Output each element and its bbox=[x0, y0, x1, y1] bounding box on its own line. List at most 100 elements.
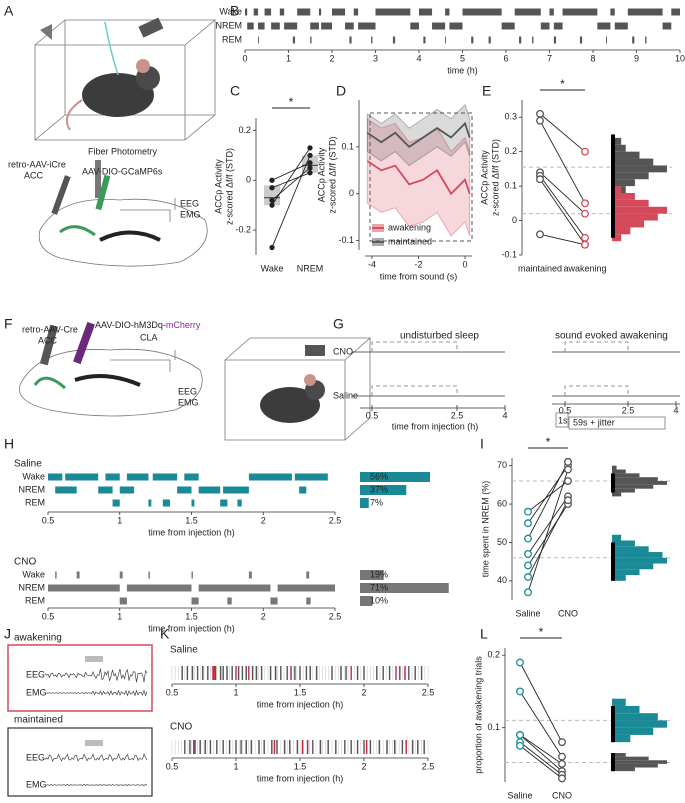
trace bbox=[44, 783, 148, 787]
event bbox=[65, 473, 99, 481]
y-tick-label: 0.1 bbox=[487, 722, 500, 732]
event bbox=[119, 486, 135, 494]
event bbox=[562, 8, 598, 16]
x-tick-label: 1 bbox=[117, 515, 122, 525]
trace bbox=[44, 752, 148, 762]
pair-line bbox=[271, 167, 311, 201]
x-tick-label: 5 bbox=[460, 53, 465, 63]
event bbox=[237, 499, 242, 507]
label: ACC bbox=[24, 170, 44, 180]
x-tick-label: awakening bbox=[563, 263, 606, 273]
event bbox=[48, 584, 120, 592]
histogram-bin bbox=[612, 165, 667, 173]
annotation: * bbox=[539, 625, 544, 639]
pair-line bbox=[527, 480, 569, 513]
y-tick-label: 0.1 bbox=[504, 180, 517, 190]
y-axis-label: proportion of awakening trials bbox=[473, 656, 483, 774]
histogram-bin bbox=[612, 760, 667, 764]
event bbox=[445, 8, 450, 16]
event bbox=[184, 473, 199, 481]
point bbox=[307, 165, 313, 171]
y-tick-label: -0.2 bbox=[235, 224, 251, 234]
sound-bar bbox=[85, 740, 103, 746]
histogram-bin bbox=[612, 767, 635, 772]
panel-title: Saline bbox=[14, 459, 42, 470]
event bbox=[198, 486, 221, 494]
tick-label: 4 bbox=[673, 405, 678, 415]
event bbox=[627, 8, 663, 16]
percent-bar bbox=[360, 498, 369, 508]
diagram-f bbox=[18, 321, 372, 441]
histogram-bin bbox=[612, 206, 667, 214]
event bbox=[98, 486, 113, 494]
panel-letter: D bbox=[336, 83, 346, 99]
y-tick-label: 60 bbox=[497, 498, 507, 508]
histogram-bin bbox=[612, 698, 626, 706]
event bbox=[126, 473, 149, 481]
x-tick-label: 2 bbox=[329, 53, 334, 63]
histogram-bin bbox=[612, 179, 635, 187]
event bbox=[349, 36, 352, 44]
trace bbox=[44, 668, 148, 683]
x-tick-label: 6 bbox=[503, 53, 508, 63]
x-tick-label: 1.5 bbox=[185, 611, 198, 621]
row-label: Wake bbox=[219, 6, 242, 16]
x-tick-label: 0.5 bbox=[42, 611, 55, 621]
event bbox=[371, 36, 373, 44]
y-tick-label: 50 bbox=[497, 537, 507, 547]
point bbox=[536, 175, 544, 184]
point bbox=[307, 145, 313, 151]
x-axis-label: time from sound (s) bbox=[380, 271, 458, 281]
event bbox=[253, 8, 259, 16]
event bbox=[119, 571, 123, 579]
point bbox=[269, 202, 275, 208]
histogram-bin bbox=[612, 575, 626, 581]
y-tick-label: 0 bbox=[512, 215, 517, 225]
histogram-bin bbox=[612, 552, 663, 558]
histogram-bin bbox=[612, 477, 658, 482]
label: EMG bbox=[26, 687, 47, 697]
diagram-g bbox=[352, 341, 680, 430]
tick-label: 0.5 bbox=[366, 410, 379, 420]
histogram-bin bbox=[612, 713, 658, 721]
tick-label: 2.5 bbox=[451, 410, 464, 420]
histogram-bin bbox=[612, 569, 640, 576]
y-tick-label: 0.2 bbox=[504, 146, 517, 156]
label: EEG bbox=[178, 386, 197, 396]
event bbox=[306, 571, 310, 579]
x-tick-label: 0.5 bbox=[166, 761, 179, 771]
pair-line bbox=[519, 662, 563, 743]
point bbox=[536, 109, 544, 118]
x-tick-label: 1.5 bbox=[294, 687, 307, 697]
x-tick-label: 2 bbox=[361, 687, 366, 697]
band bbox=[366, 117, 471, 237]
pair-line bbox=[527, 500, 569, 578]
label: 59s + jitter bbox=[573, 417, 615, 427]
row-label: NREM bbox=[216, 20, 243, 30]
event bbox=[191, 571, 193, 579]
event bbox=[271, 22, 280, 30]
label: sound evoked awakening bbox=[555, 331, 668, 342]
pair-line bbox=[271, 155, 311, 248]
panel-title: Saline bbox=[170, 645, 198, 656]
event bbox=[419, 8, 433, 16]
histogram-bin bbox=[612, 756, 649, 761]
event bbox=[392, 36, 396, 44]
box bbox=[264, 185, 280, 206]
event bbox=[358, 22, 376, 30]
point bbox=[581, 147, 589, 156]
point bbox=[558, 759, 566, 768]
histogram-bin bbox=[612, 220, 645, 228]
event bbox=[270, 597, 278, 605]
pair-line bbox=[539, 120, 586, 204]
histogram-bin bbox=[612, 763, 658, 768]
label: EEG bbox=[26, 669, 45, 679]
pair-line bbox=[519, 734, 563, 765]
point bbox=[581, 199, 589, 208]
x-tick-label: CNO bbox=[552, 790, 572, 800]
line bbox=[366, 160, 471, 196]
event bbox=[55, 571, 57, 579]
panel-letter: B bbox=[230, 3, 239, 19]
x-axis-label: time from injection (h) bbox=[148, 623, 235, 633]
